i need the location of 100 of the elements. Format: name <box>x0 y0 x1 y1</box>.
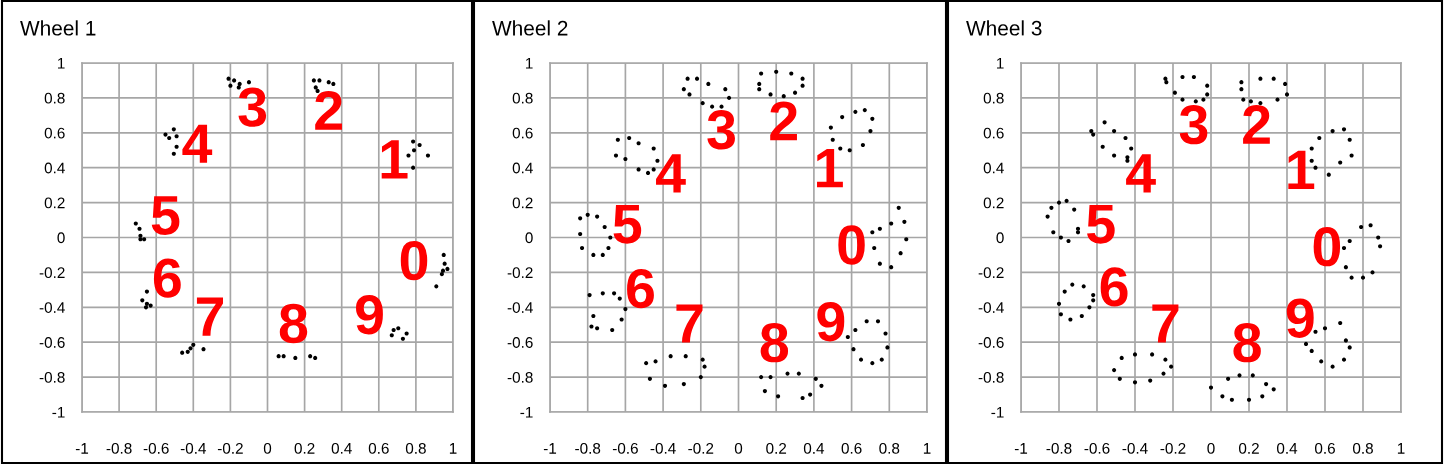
point <box>144 301 150 306</box>
point <box>442 261 447 266</box>
point <box>411 148 417 153</box>
x-tick-label: 0.8 <box>879 442 900 454</box>
point <box>226 76 231 81</box>
x-tick-label: 0.8 <box>405 442 426 454</box>
x-tick-label: -0.6 <box>612 442 638 454</box>
point <box>281 354 286 359</box>
x-tick-label: -0.6 <box>1084 442 1110 454</box>
y-tick-label: -0.4 <box>978 302 1004 313</box>
point <box>313 355 318 360</box>
annotation: 1 <box>1288 150 1315 190</box>
point <box>232 78 237 83</box>
x-tick-label: 0 <box>1207 442 1215 454</box>
y-tick-label: -0.4 <box>507 302 533 313</box>
point <box>389 333 394 338</box>
y-tick-label: -0.2 <box>39 267 65 279</box>
point <box>293 355 298 360</box>
x-tick-label: 0 <box>263 442 272 454</box>
point <box>425 153 431 158</box>
x-tick-label: 0.4 <box>1276 442 1298 454</box>
point <box>441 252 446 258</box>
point <box>411 165 416 170</box>
x-tick-label: 0.4 <box>331 442 352 454</box>
annotation: 4 <box>656 154 686 193</box>
x-tick-label: 0.6 <box>1314 442 1335 454</box>
annotation: 0 <box>838 225 865 265</box>
y-tick-label: 0 <box>525 232 533 244</box>
y-tick-label: 0.8 <box>512 92 533 104</box>
point <box>313 85 318 90</box>
y-tick-label: -0.8 <box>507 371 533 383</box>
x-tick-label: -1 <box>75 443 89 454</box>
point <box>142 237 147 242</box>
annotation: 4 <box>182 124 213 163</box>
point <box>138 237 143 242</box>
x-tick-label: 0.6 <box>368 442 389 454</box>
point <box>445 266 450 271</box>
annotation: 6 <box>153 258 181 298</box>
x-tick-label: -0.4 <box>650 442 676 454</box>
x-tick-label: 0 <box>734 442 743 454</box>
y-tick-label: 0 <box>57 232 65 244</box>
x-tick-label: 0.4 <box>803 442 825 454</box>
y-tick-label: -0.6 <box>507 337 533 348</box>
x-tick-label: 1 <box>1397 443 1405 454</box>
point <box>137 226 142 231</box>
annotation: 9 <box>356 295 383 335</box>
annotation: 2 <box>770 101 797 141</box>
point <box>417 142 422 148</box>
annotation: 9 <box>817 302 845 342</box>
annotation: 9 <box>1286 298 1314 338</box>
y-tick-label: 0.2 <box>512 197 533 209</box>
point <box>439 272 444 277</box>
x-tick-label: -0.2 <box>217 442 243 454</box>
annotation: 2 <box>1243 104 1270 144</box>
point <box>317 78 322 83</box>
point <box>167 135 172 141</box>
annotation: 5 <box>151 196 180 235</box>
y-tick-label: -0.6 <box>39 337 65 348</box>
point <box>133 221 138 226</box>
annotation: 6 <box>1100 267 1128 307</box>
point <box>331 81 336 87</box>
annotation: 3 <box>1179 104 1208 145</box>
x-tick-label: -0.8 <box>1046 442 1072 454</box>
y-tick-label: 0 <box>996 232 1004 244</box>
point <box>326 80 331 85</box>
x-tick-label: -0.2 <box>688 442 714 454</box>
x-tick-label: -0.4 <box>180 442 207 454</box>
point <box>163 132 168 137</box>
point <box>144 289 150 294</box>
y-tick-label: 1 <box>58 58 65 69</box>
y-tick-label: -1 <box>52 407 65 418</box>
chart-title: Wheel 1 <box>20 20 96 36</box>
x-tick-label: -0.2 <box>1160 442 1186 454</box>
y-tick-label: -1 <box>991 407 1004 418</box>
point <box>140 298 145 303</box>
y-tick-label: -0.2 <box>507 267 533 279</box>
point <box>246 80 252 85</box>
x-tick-label: -0.4 <box>1122 442 1148 454</box>
point <box>171 151 176 156</box>
annotation: 3 <box>707 110 735 150</box>
y-tick-label: 0.2 <box>44 197 65 209</box>
x-tick-label: 0.8 <box>1352 442 1373 454</box>
x-tick-label: 0.2 <box>1238 442 1259 454</box>
annotation: 4 <box>1126 154 1156 193</box>
y-tick-label: 1 <box>526 58 533 69</box>
y-tick-label: 0.4 <box>44 162 65 174</box>
y-tick-label: 0.6 <box>512 127 533 139</box>
x-tick-label: -0.6 <box>143 442 169 454</box>
y-tick-label: 0.6 <box>44 127 65 139</box>
point <box>391 327 396 333</box>
annotation: 2 <box>315 90 342 130</box>
x-tick-label: -0.8 <box>575 442 601 454</box>
point <box>191 342 196 347</box>
x-tick-label: 0.2 <box>294 442 315 454</box>
y-tick-label: -0.8 <box>978 371 1004 383</box>
annotation: 7 <box>196 297 223 336</box>
annotation: 6 <box>627 268 654 309</box>
y-tick-label: -0.2 <box>978 267 1004 279</box>
x-tick-label: -1 <box>1014 443 1028 454</box>
y-tick-label: 0.8 <box>44 92 65 104</box>
